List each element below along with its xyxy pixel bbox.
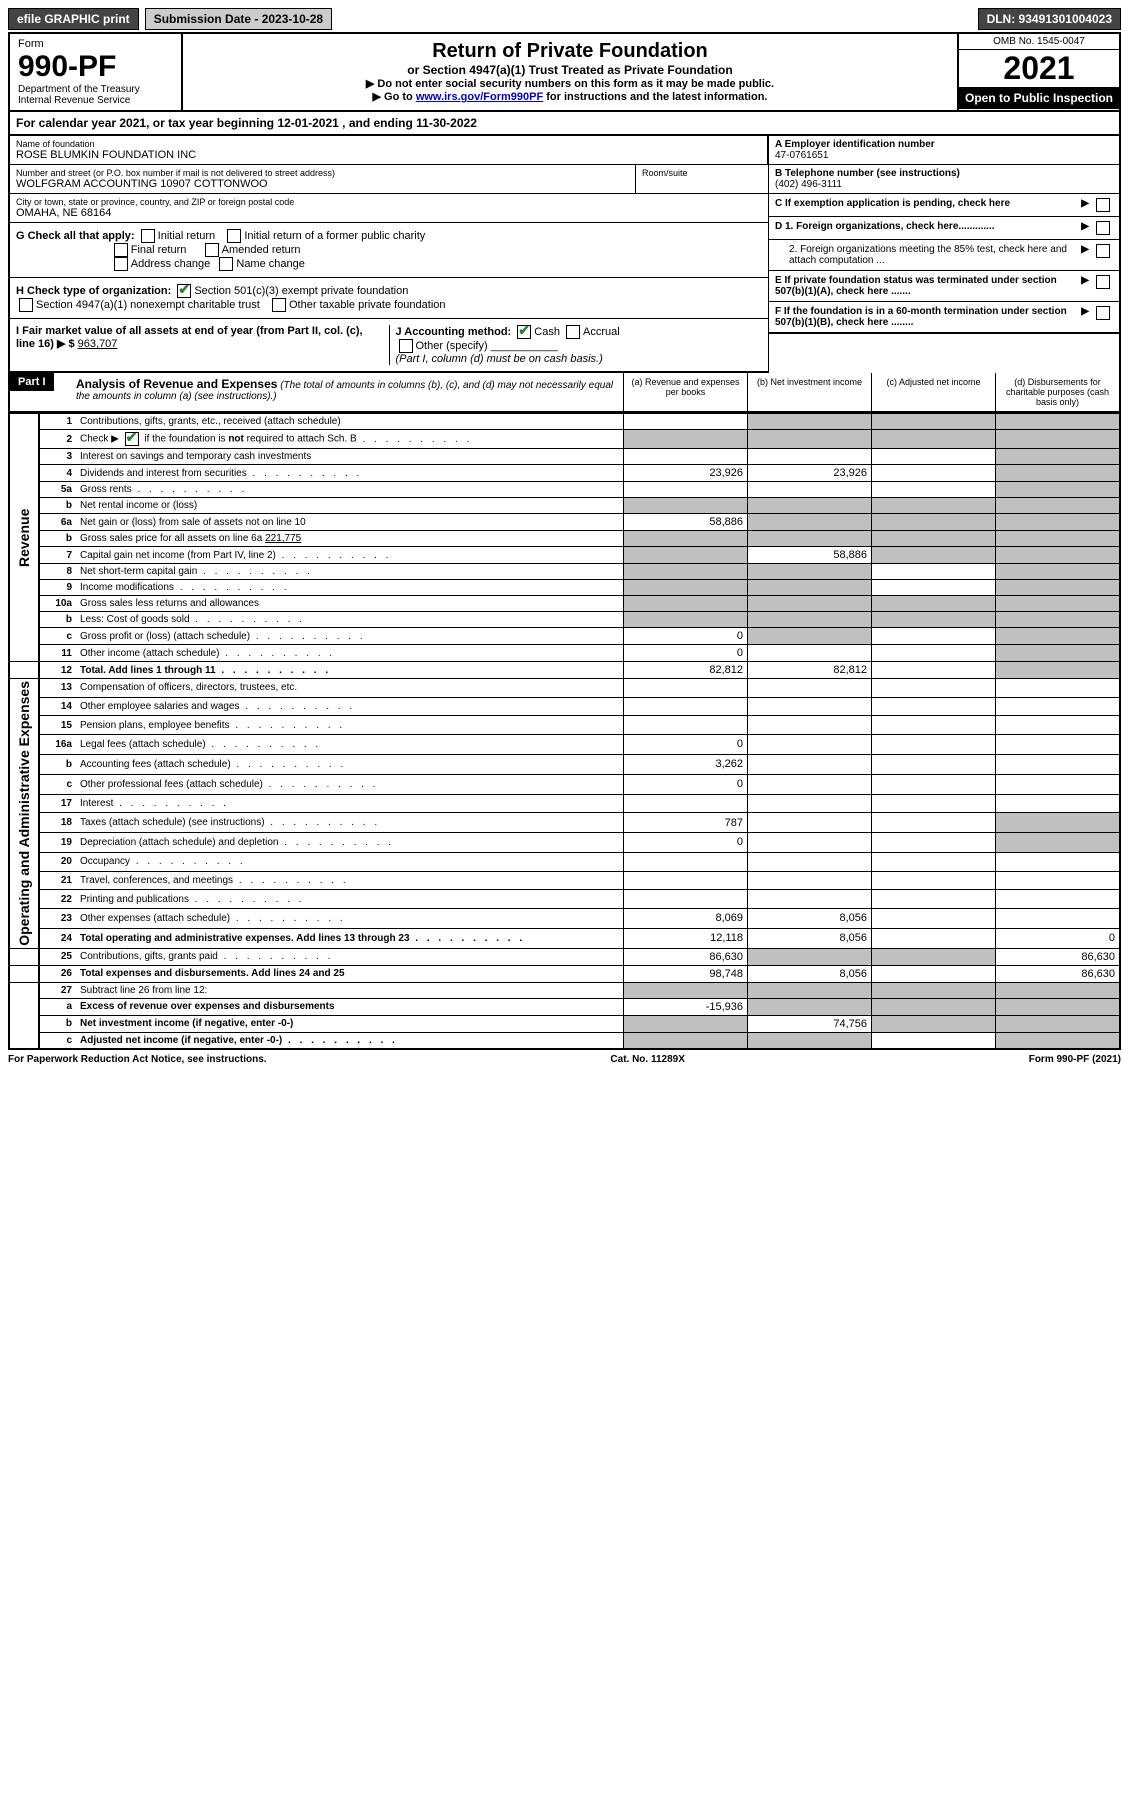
dln: DLN: 93491301004023: [978, 8, 1121, 30]
col-a: (a) Revenue and expenses per books: [623, 373, 747, 411]
foundation-name-cell: Name of foundation ROSE BLUMKIN FOUNDATI…: [10, 136, 768, 165]
checkbox-501c3[interactable]: [177, 284, 191, 298]
calendar-year-line: For calendar year 2021, or tax year begi…: [8, 112, 1121, 136]
submission-date: Submission Date - 2023-10-28: [145, 8, 332, 30]
revenue-label: Revenue: [9, 414, 39, 662]
dept-treasury: Department of the Treasury: [18, 84, 173, 95]
d1-check: D 1. Foreign organizations, check here..…: [769, 217, 1119, 240]
omb-no: OMB No. 1545-0047: [959, 34, 1119, 50]
form-title: Return of Private Foundation: [193, 40, 947, 63]
checkbox-address[interactable]: [114, 257, 128, 271]
checkbox-amended[interactable]: [205, 243, 219, 257]
form-title-block: Return of Private Foundation or Section …: [183, 34, 957, 110]
footer-center: Cat. No. 11289X: [610, 1054, 684, 1065]
form-instr1: ▶ Do not enter social security numbers o…: [193, 77, 947, 90]
e-check: E If private foundation status was termi…: [769, 271, 1119, 302]
footer-left: For Paperwork Reduction Act Notice, see …: [8, 1054, 267, 1065]
irs: Internal Revenue Service: [18, 95, 173, 106]
form-number: 990-PF: [18, 50, 173, 84]
form-word: Form: [18, 38, 173, 50]
open-public: Open to Public Inspection: [959, 87, 1119, 109]
fmv-value: 963,707: [78, 338, 118, 350]
col-b: (b) Net investment income: [747, 373, 871, 411]
checkbox-schb[interactable]: [125, 432, 139, 446]
col-c: (c) Adjusted net income: [871, 373, 995, 411]
checkbox-name[interactable]: [219, 257, 233, 271]
checkbox-acct-other[interactable]: [399, 339, 413, 353]
checkbox-final[interactable]: [114, 243, 128, 257]
checkbox-initial-former[interactable]: [227, 229, 241, 243]
form-link[interactable]: www.irs.gov/Form990PF: [416, 91, 543, 103]
city-cell: City or town, state or province, country…: [10, 194, 768, 223]
g-checks: G Check all that apply: Initial return I…: [10, 223, 768, 278]
form-instr2: ▶ Go to www.irs.gov/Form990PF for instru…: [193, 90, 947, 103]
checkbox-4947[interactable]: [19, 298, 33, 312]
checkbox-other-taxable[interactable]: [272, 298, 286, 312]
tax-year: 2021: [959, 50, 1119, 87]
phone-cell: B Telephone number (see instructions) (4…: [769, 165, 1119, 194]
c-check: C If exemption application is pending, c…: [769, 194, 1119, 217]
checkbox-accrual[interactable]: [566, 325, 580, 339]
checkbox-initial[interactable]: [141, 229, 155, 243]
h-checks: H Check type of organization: Section 50…: [10, 278, 768, 319]
part1-badge: Part I: [10, 373, 54, 391]
part1-title: Analysis of Revenue and Expenses (The to…: [70, 373, 623, 411]
ein-cell: A Employer identification number 47-0761…: [769, 136, 1119, 165]
checkbox-cash[interactable]: [517, 325, 531, 339]
footer-right: Form 990-PF (2021): [1029, 1054, 1121, 1065]
efile-badge: efile GRAPHIC print: [8, 8, 139, 30]
d2-check: 2. Foreign organizations meeting the 85%…: [769, 240, 1119, 271]
form-subtitle: or Section 4947(a)(1) Trust Treated as P…: [193, 63, 947, 77]
ij-row: I Fair market value of all assets at end…: [10, 319, 768, 373]
f-check: F If the foundation is in a 60-month ter…: [769, 302, 1119, 334]
form-id-block: Form 990-PF Department of the Treasury I…: [10, 34, 183, 110]
room-cell: Room/suite: [636, 165, 768, 194]
address-cell: Number and street (or P.O. box number if…: [10, 165, 636, 194]
expenses-label: Operating and Administrative Expenses: [9, 679, 39, 949]
form-year-block: OMB No. 1545-0047 2021 Open to Public In…: [957, 34, 1119, 110]
col-d: (d) Disbursements for charitable purpose…: [995, 373, 1119, 411]
part1-table: Revenue 1Contributions, gifts, grants, e…: [8, 413, 1121, 1050]
